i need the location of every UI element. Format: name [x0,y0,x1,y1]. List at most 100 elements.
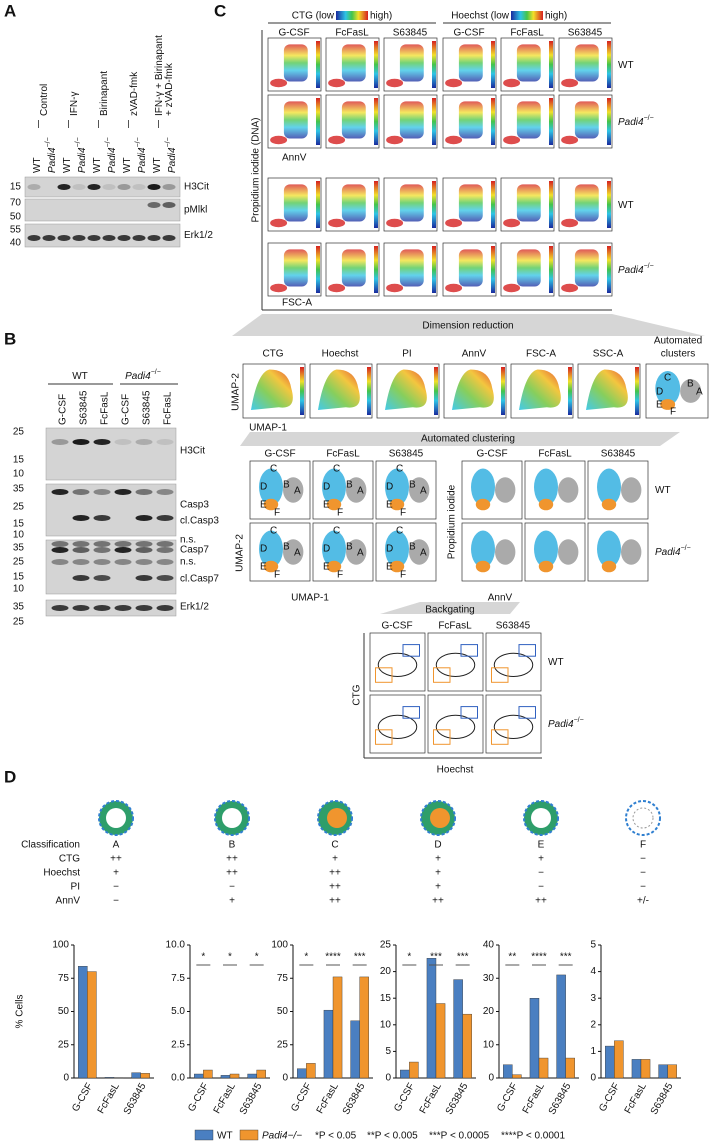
blot-band [114,547,132,553]
colorbar [491,181,495,228]
legend-label: Padi4−/− [262,1131,302,1142]
kda-label: 40 [10,238,22,249]
blot-strip [45,427,177,481]
genotype-label: WT [548,657,564,668]
gate [491,729,509,745]
colorbar [549,41,553,88]
x-tick-label: S63845 [649,1081,676,1117]
lane-label: G-CSF [121,394,132,425]
genotype-name: WT [62,157,73,173]
blot-band [147,235,161,241]
kda-label: 15 [10,182,22,193]
bar [256,1069,266,1079]
cluster-cloud [601,560,617,573]
colorbar [549,246,553,293]
contour [493,652,534,678]
scatter-cloud [399,249,424,287]
y-tick-label: 75 [58,973,70,984]
blot-band [162,184,176,190]
significance: * [228,952,232,963]
scatter-cloud [574,101,599,139]
bar [323,1009,334,1079]
y-tick-label: 4 [590,966,596,977]
cluster-label: A [357,486,364,497]
y-tick-label: 10 [483,1039,495,1050]
treatment-label: FcFasL [538,449,572,460]
bar [104,1077,115,1079]
blot-band [72,541,90,547]
kda-label: 10 [13,469,25,480]
scatter-cloud [283,44,308,82]
group-label: IFN-γ + Birinapant [154,35,165,116]
gate [402,644,420,657]
significance: * [304,952,308,963]
blot-band [135,489,153,495]
blot-band [156,547,174,553]
blot-band [132,184,146,190]
gate [402,706,420,719]
cluster-label: B [283,542,290,553]
bar [131,1072,141,1079]
bar [140,1073,150,1079]
genotype-name: WT [548,657,564,668]
lane-label: Padi4−/− [135,137,148,173]
table-cell: A [113,840,120,851]
scatter-cloud [445,135,463,145]
cluster-label: F [400,570,406,581]
bar [409,1061,419,1079]
colorbar [374,181,378,228]
blot-band [135,547,153,553]
lane-label: Padi4−/− [75,137,88,173]
lane-label: WT [122,157,133,173]
cluster-cloud [597,468,621,506]
legend-swatch [239,1129,259,1141]
genotype-name: WT [618,60,634,71]
table-cell: ++ [432,896,444,907]
blot-band [51,605,69,611]
blot-band [117,235,131,241]
cluster-label: F [337,570,343,581]
cluster-label: A [294,548,301,559]
lane-label: WT [32,157,43,173]
cluster-label: C [270,464,277,475]
y-tick-label: 100 [271,940,288,951]
gate [518,644,536,657]
bar [503,1064,513,1079]
y-tick-label: 75 [277,973,289,984]
blot-band [135,559,153,565]
scatter-cloud [503,283,521,293]
blot-band [27,184,41,190]
cluster-label: E [323,500,330,511]
gate [460,644,478,657]
scatter-cloud [574,184,599,222]
table-cell: − [113,896,119,907]
bar [203,1069,213,1079]
cluster-label: F [274,508,280,519]
treatment-label: FcFasL [326,449,360,460]
genotype-sup: −/− [45,137,52,147]
funnel [232,314,705,336]
colorbar [432,246,436,293]
x-tick-label: FcFasL [212,1081,238,1116]
y-tick-label: 25 [277,1039,289,1050]
cluster-cloud [558,539,579,565]
p-note: **P < 0.005 [367,1131,418,1142]
cell-nucleus [327,808,347,828]
row-label: PI [71,882,80,893]
blot-name: pMlkl [184,205,207,216]
cell-ghost [632,807,654,829]
colorbar [374,41,378,88]
table-cell: ++ [329,882,341,893]
table-cell: ++ [535,896,547,907]
cluster-label: C [333,464,340,475]
genotype-name: WT [152,157,163,173]
colorbar [549,181,553,228]
scatter-cloud [328,78,346,88]
genotype-name: Padi4 [548,719,574,730]
scatter-cloud [341,101,366,139]
cluster-label: B [409,542,416,553]
axis-label: Hoechst [437,765,474,776]
cluster-label: D [386,544,393,555]
x-tick-label: FcFasL [521,1081,547,1116]
group-label: Padi4−/− [125,369,161,382]
